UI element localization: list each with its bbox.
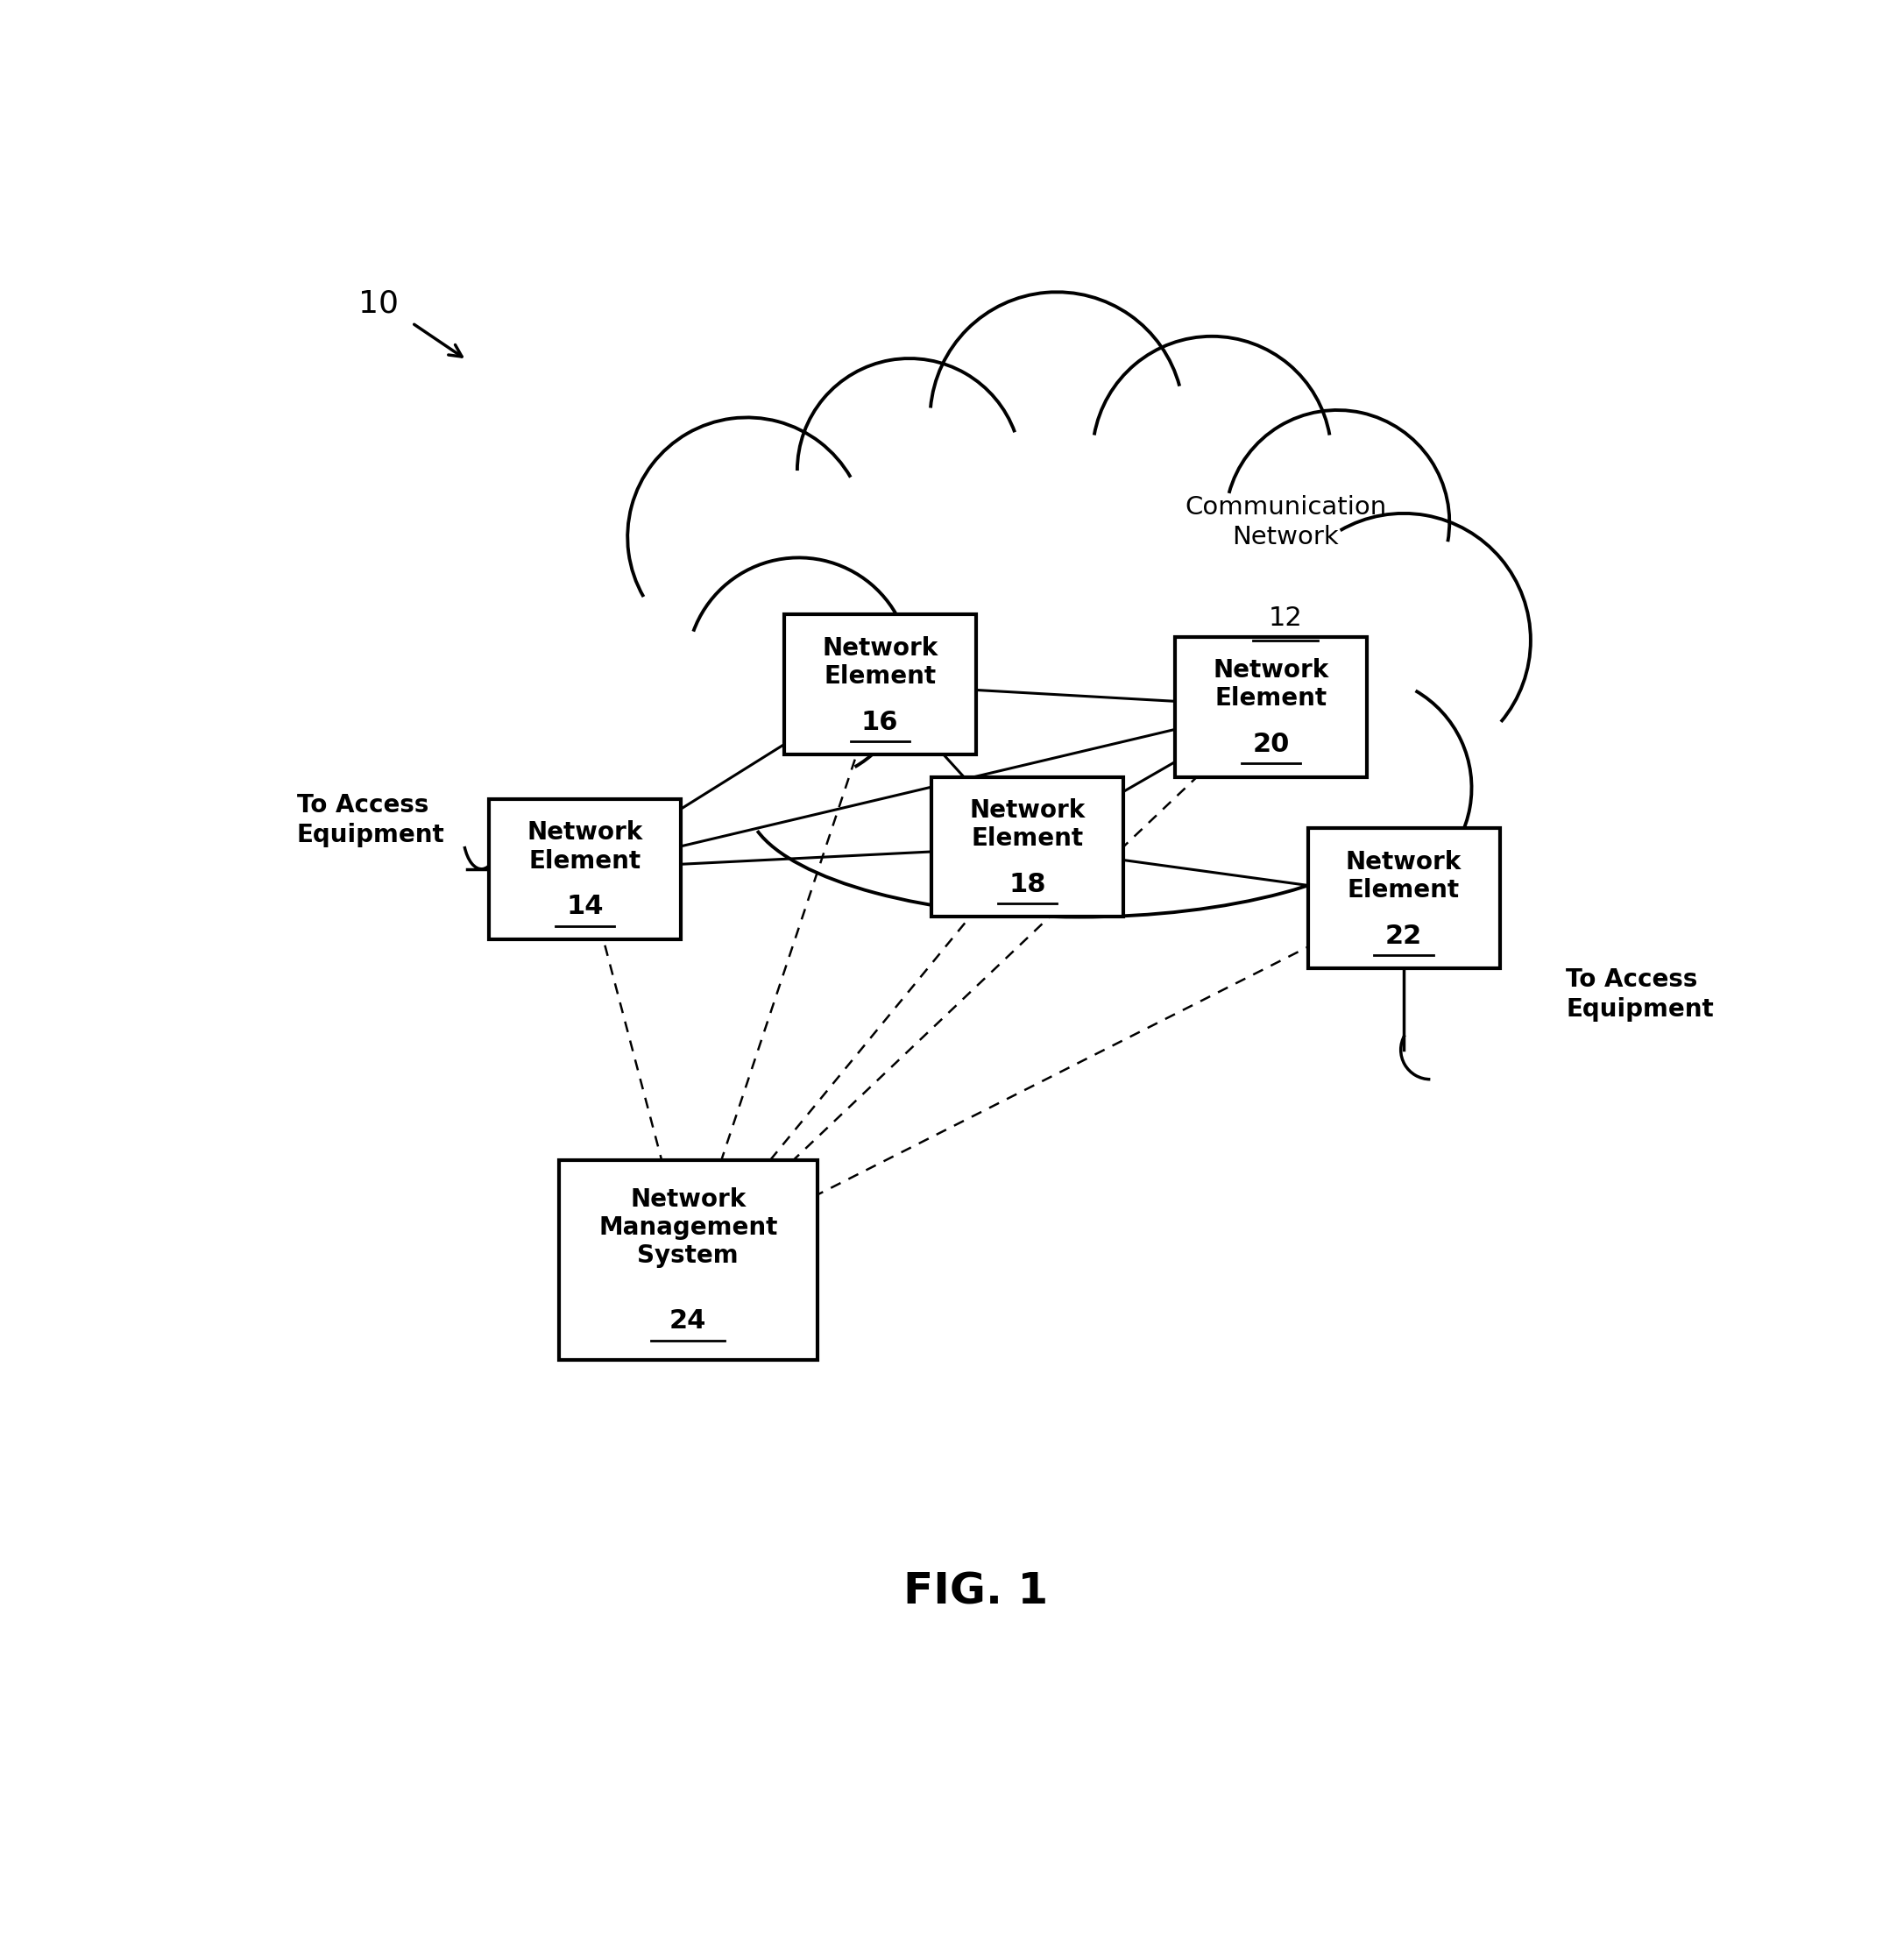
Circle shape <box>800 361 1021 582</box>
FancyBboxPatch shape <box>1308 828 1500 968</box>
Text: Communication
Network: Communication Network <box>1184 495 1386 549</box>
Text: 14: 14 <box>565 894 604 920</box>
Text: Network
Element: Network Element <box>1346 850 1462 902</box>
FancyBboxPatch shape <box>560 1160 817 1360</box>
Circle shape <box>628 419 864 656</box>
Text: 12: 12 <box>1268 605 1302 631</box>
Text: 24: 24 <box>670 1310 706 1335</box>
Circle shape <box>931 293 1182 545</box>
Text: Network
Element: Network Element <box>527 821 644 873</box>
Text: 10: 10 <box>358 289 398 318</box>
Text: Network
Element: Network Element <box>1213 658 1329 712</box>
Text: 20: 20 <box>1253 731 1289 757</box>
FancyBboxPatch shape <box>784 615 975 755</box>
FancyBboxPatch shape <box>489 799 682 939</box>
Circle shape <box>687 559 910 780</box>
Circle shape <box>1093 338 1331 574</box>
Circle shape <box>1249 677 1470 898</box>
Text: 22: 22 <box>1386 923 1422 949</box>
Circle shape <box>1278 514 1529 766</box>
Text: To Access
Equipment: To Access Equipment <box>1565 966 1714 1022</box>
Text: Network
Management
System: Network Management System <box>598 1187 777 1269</box>
Text: 18: 18 <box>1009 871 1045 896</box>
Text: Network
Element: Network Element <box>969 797 1085 852</box>
Text: 16: 16 <box>861 710 899 735</box>
Ellipse shape <box>746 689 1411 918</box>
Circle shape <box>1226 411 1447 632</box>
FancyBboxPatch shape <box>931 776 1123 918</box>
FancyBboxPatch shape <box>1175 636 1367 776</box>
Text: To Access
Equipment: To Access Equipment <box>297 793 446 848</box>
Text: FIG. 1: FIG. 1 <box>902 1571 1049 1614</box>
Text: Network
Element: Network Element <box>823 636 939 689</box>
